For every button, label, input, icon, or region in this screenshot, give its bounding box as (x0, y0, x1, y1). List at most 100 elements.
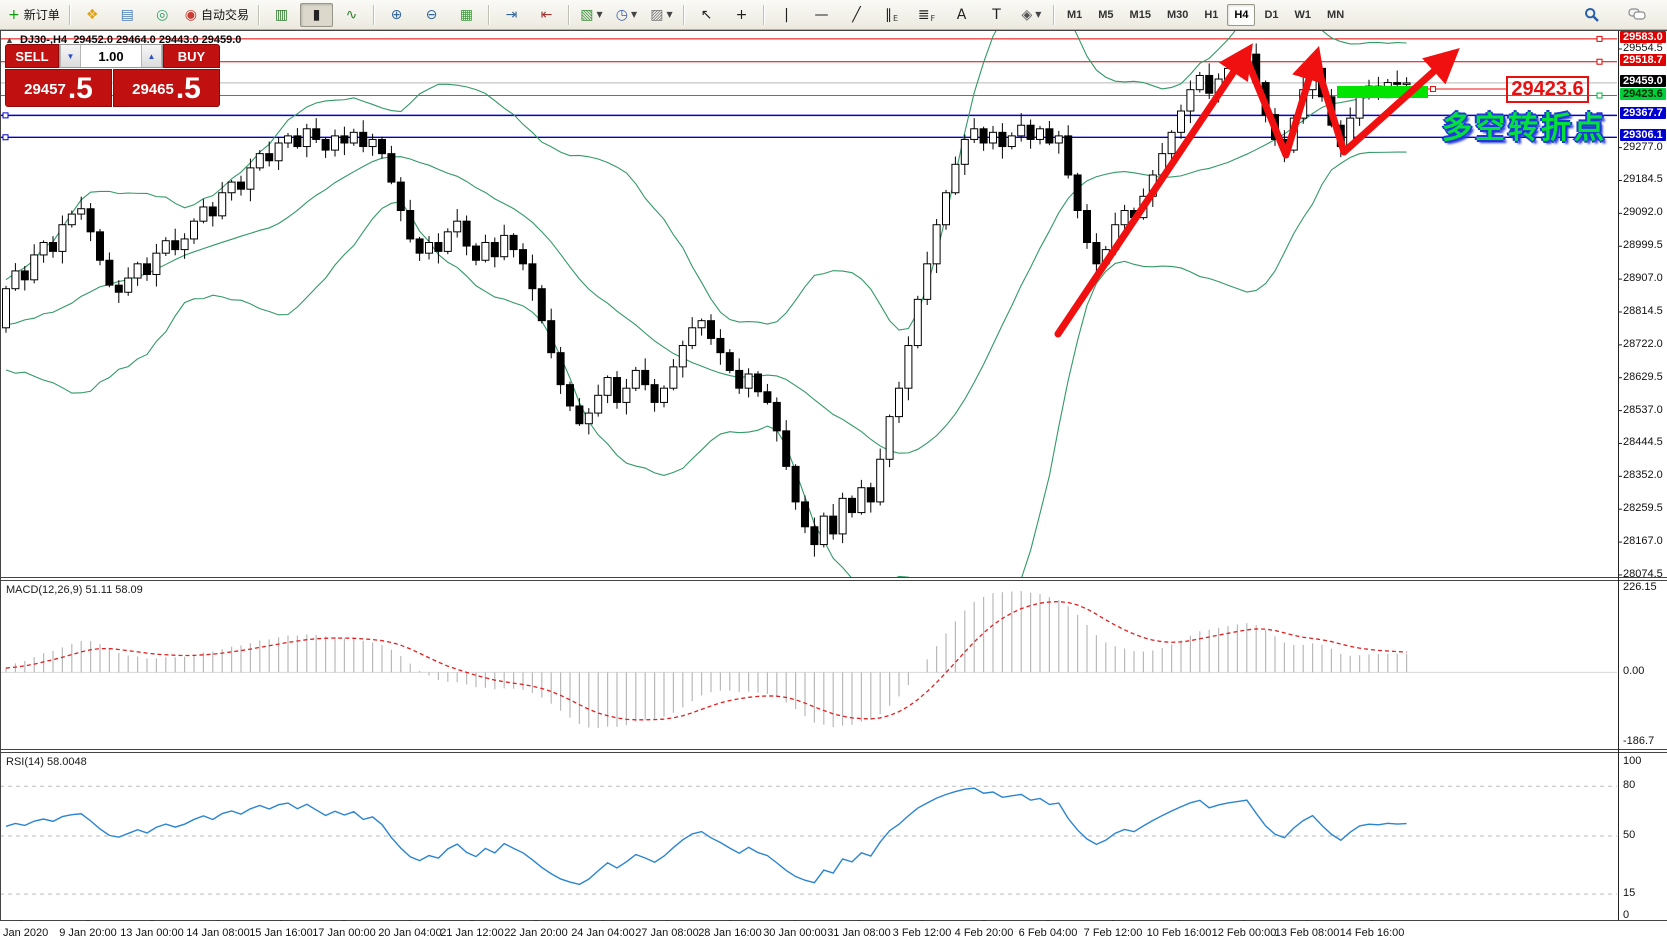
dropdown-arrow-icon[interactable]: ▼ (1035, 10, 1042, 19)
candle-body (415, 238, 424, 254)
bar-chart-button[interactable]: ▥ (265, 3, 298, 27)
candle-body (819, 515, 828, 546)
volume-up-button[interactable]: ▲ (141, 45, 162, 67)
trend-arrows[interactable] (1054, 43, 1460, 338)
volume-down-button[interactable]: ▼ (60, 45, 81, 67)
candle-body (942, 192, 950, 226)
candle-body (274, 142, 283, 162)
rsi-axis-tick: 15 (1623, 887, 1636, 900)
zoom-in-button[interactable]: ⊕ (380, 3, 413, 27)
templates-button[interactable]: ▨ ▼ (645, 3, 678, 27)
line-chart-button[interactable]: ∿ (335, 3, 368, 27)
main-price-pane[interactable] (0, 0, 1617, 672)
profiles-button[interactable]: ❖ (76, 3, 109, 27)
sell-price-button[interactable]: 29457 .5 (5, 69, 112, 107)
macd-axis-tick: -186.7 (1623, 735, 1655, 747)
timeframe-w1-button[interactable]: W1 (1294, 8, 1312, 21)
candle-body (180, 238, 189, 251)
chart-shift-button[interactable]: ⇤ (530, 3, 563, 27)
text-label-button[interactable]: T (980, 3, 1013, 27)
volume-value[interactable]: 1.00 (98, 48, 124, 64)
level-handle[interactable] (1596, 35, 1603, 42)
candle-body (443, 231, 452, 252)
trendline-button[interactable]: ╱ (840, 3, 873, 27)
candle-body (857, 487, 866, 514)
zoom-out-button[interactable]: ⊖ (415, 3, 448, 27)
navigator-button[interactable]: ◎ (146, 3, 179, 27)
level-handle[interactable] (1596, 58, 1603, 65)
dropdown-arrow-icon[interactable]: ▼ (666, 10, 673, 19)
price-tick: 28722.0 (1623, 337, 1663, 350)
timeframe-d1-button[interactable]: D1 (1264, 8, 1279, 21)
bollinger-bands (5, 31, 1407, 577)
candle-body (20, 270, 29, 281)
level-handle[interactable] (1596, 112, 1603, 119)
time-tick-label: 14 Feb 16:00 (1339, 927, 1405, 939)
candlestick-chart-button[interactable]: ▮ (299, 2, 333, 27)
candle-body (716, 337, 725, 354)
price-tick: 29554.5 (1623, 42, 1663, 54)
rsi-pane[interactable] (0, 785, 1617, 895)
rsi-axis-tick: 80 (1623, 779, 1636, 792)
time-tick-label: 24 Jan 04:00 (571, 927, 635, 939)
autotrading-label: 自动交易 (200, 8, 249, 22)
candle-body (866, 487, 875, 503)
text-button[interactable]: A (945, 3, 978, 27)
candle-body (105, 259, 114, 286)
new-order-button[interactable]: + 新订单 (4, 3, 64, 27)
level-handle[interactable] (2, 112, 9, 119)
timeframe-h4-button[interactable]: H4 (1227, 3, 1256, 26)
equidistant-channel-icon: ∥ (884, 6, 892, 23)
crosshair-button[interactable]: + (725, 3, 758, 27)
candle-body (1186, 89, 1195, 112)
search-button[interactable] (1575, 3, 1608, 27)
buy-price-button[interactable]: 29465 .5 (113, 69, 220, 107)
tile-windows-button[interactable]: ▦ (450, 3, 483, 27)
fibonacci-button[interactable]: ≣ F (910, 3, 943, 27)
timeframe-m5-button[interactable]: M5 (1098, 8, 1114, 21)
sell-button[interactable]: SELL (5, 44, 59, 68)
shapes-button[interactable]: ◈ ▼ (1015, 3, 1048, 27)
dropdown-arrow-icon[interactable]: ▼ (596, 10, 603, 19)
auto-scroll-button[interactable]: ⇥ (495, 3, 528, 27)
callout-handle[interactable] (1430, 86, 1436, 92)
turning-point-note[interactable]: 多空转折点 (1442, 111, 1607, 146)
candle-body (885, 416, 894, 460)
candle-body (481, 241, 490, 261)
timeframe-mn-button[interactable]: MN (1327, 8, 1345, 21)
cursor-button[interactable]: ↖ (690, 3, 723, 27)
candle-body (396, 181, 405, 212)
time-tick-label: 30 Jan 00:00 (763, 927, 827, 939)
timeframe-h1-button[interactable]: H1 (1204, 8, 1219, 21)
chat-button[interactable] (1620, 3, 1653, 27)
candle-body (744, 373, 753, 389)
candle-body (293, 135, 302, 148)
level-handle[interactable] (1596, 92, 1603, 99)
macd-pane[interactable] (0, 591, 1617, 729)
candle-body (1045, 128, 1054, 144)
new-chart-icon: ▧ (580, 6, 594, 23)
level-handle[interactable] (2, 134, 9, 141)
candle-body (697, 320, 706, 329)
market-watch-button[interactable]: ▤ (111, 3, 144, 27)
new-chart-button[interactable]: ▧ ▼ (575, 3, 608, 27)
buy-button[interactable]: BUY (163, 44, 220, 68)
time-tick-label: 3 Feb 12:00 (892, 927, 952, 939)
timeframe-m1-button[interactable]: M1 (1066, 8, 1083, 21)
time-tick-label: 20 Jan 04:00 (378, 927, 442, 939)
horizontal-line-button[interactable]: — (805, 3, 838, 27)
price-axis[interactable]: 29554.5 29277.0 29184.5 29092.0 28999.5 28907… (1619, 30, 1667, 921)
timeframe-m15-button[interactable]: M15 (1129, 8, 1151, 21)
volume-stepper: ▼ 1.00 ▲ (59, 44, 163, 68)
level-handle[interactable] (1596, 134, 1603, 141)
vertical-line-button[interactable]: | (770, 3, 803, 27)
timeframe-m30-button[interactable]: M30 (1166, 8, 1189, 21)
autotrading-button[interactable]: ◉ 自动交易 (181, 3, 253, 27)
candle-body (58, 224, 67, 252)
dropdown-arrow-icon[interactable]: ▼ (631, 10, 638, 19)
periods-button[interactable]: ◷ ▼ (610, 3, 643, 27)
price-callout-box[interactable]: 29423.6 (1506, 76, 1589, 103)
equidistant-channel-button[interactable]: ∥ E (875, 3, 908, 27)
